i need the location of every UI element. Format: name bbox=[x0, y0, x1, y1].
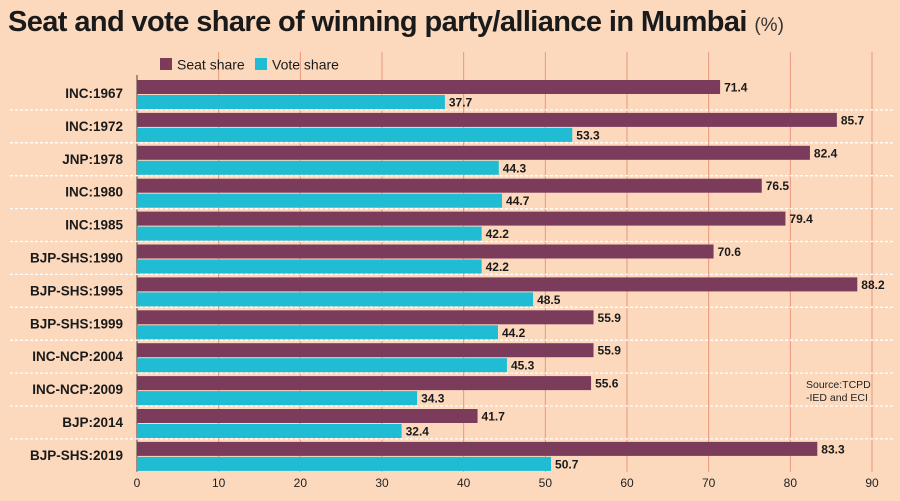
seat-share-bar bbox=[137, 409, 478, 423]
seat-share-value-label: 55.9 bbox=[598, 311, 622, 325]
vote-share-bar bbox=[137, 456, 552, 471]
legend-swatch-vote-share bbox=[255, 58, 267, 70]
vote-share-bar bbox=[137, 391, 418, 406]
vote-share-value-label: 53.3 bbox=[576, 128, 600, 142]
source-note-line: Source:TCPD bbox=[806, 379, 871, 391]
x-tick-label: 80 bbox=[784, 476, 798, 490]
labels: 0 10 20 30 40 50 60 70 80 90 INC:1967 71.4 37.7 INC:1… bbox=[30, 81, 885, 490]
x-tick-label: 10 bbox=[212, 476, 226, 490]
vote-share-bar bbox=[137, 358, 507, 373]
vote-share-value-label: 32.4 bbox=[406, 425, 430, 439]
seat-share-value-label: 82.4 bbox=[814, 146, 838, 160]
category-label: INC:1972 bbox=[65, 119, 123, 134]
vote-share-value-label: 42.2 bbox=[486, 260, 510, 274]
seat-share-value-label: 88.2 bbox=[861, 278, 885, 292]
seat-share-value-label: 79.4 bbox=[789, 212, 813, 226]
vote-share-value-label: 34.3 bbox=[421, 392, 445, 406]
bars bbox=[137, 80, 858, 471]
seat-share-bar bbox=[137, 441, 818, 456]
seat-share-bar bbox=[137, 277, 858, 292]
seat-share-bar bbox=[137, 244, 714, 259]
vote-share-bar bbox=[137, 160, 499, 175]
seat-share-bar bbox=[137, 376, 592, 391]
seat-share-bar bbox=[137, 211, 786, 226]
vote-share-value-label: 45.3 bbox=[511, 359, 535, 373]
seat-share-value-label: 55.6 bbox=[595, 377, 619, 391]
chart-title: Seat and vote share of winning party/all… bbox=[8, 6, 898, 39]
seat-share-value-label: 83.3 bbox=[821, 442, 845, 456]
seat-share-value-label: 55.9 bbox=[598, 344, 622, 358]
x-tick-label: 90 bbox=[865, 476, 879, 490]
seat-share-bar bbox=[137, 178, 762, 193]
category-label: INC:1980 bbox=[65, 185, 123, 200]
x-tick-label: 20 bbox=[294, 476, 308, 490]
seat-share-value-label: 70.6 bbox=[718, 245, 742, 259]
category-label: BJP-SHS:2019 bbox=[30, 448, 123, 463]
vote-share-value-label: 48.5 bbox=[537, 293, 561, 307]
vote-share-bar bbox=[137, 292, 534, 307]
source-note-line: -IED and ECI bbox=[806, 392, 868, 404]
legend-label-seat-share: Seat share bbox=[177, 57, 245, 73]
vote-share-value-label: 37.7 bbox=[449, 96, 473, 110]
vote-share-value-label: 50.7 bbox=[555, 457, 579, 471]
vote-share-value-label: 44.3 bbox=[503, 161, 527, 175]
row-separators bbox=[10, 109, 895, 440]
x-tick-label: 0 bbox=[134, 476, 141, 490]
seat-share-value-label: 76.5 bbox=[766, 179, 790, 193]
seat-share-value-label: 41.7 bbox=[482, 410, 506, 424]
vote-share-bar bbox=[137, 226, 482, 241]
vote-share-value-label: 42.2 bbox=[486, 227, 510, 241]
seat-share-value-label: 85.7 bbox=[841, 113, 865, 127]
x-tick-label: 40 bbox=[457, 476, 471, 490]
x-tick-label: 70 bbox=[702, 476, 716, 490]
category-label: BJP:2014 bbox=[62, 415, 123, 430]
seat-share-bar bbox=[137, 145, 810, 160]
vote-share-bar bbox=[137, 193, 503, 208]
chart-title-unit: (%) bbox=[754, 15, 784, 36]
seat-share-bar bbox=[137, 112, 837, 127]
vote-share-bar bbox=[137, 127, 573, 142]
source-note: Source:TCPD-IED and ECI bbox=[806, 379, 871, 404]
vote-share-bar bbox=[137, 325, 498, 340]
seat-share-bar bbox=[137, 343, 594, 358]
category-label: INC-NCP:2004 bbox=[32, 349, 123, 364]
vote-share-bar bbox=[137, 424, 402, 438]
category-label: BJP-SHS:1995 bbox=[30, 283, 124, 298]
seat-share-bar bbox=[137, 310, 594, 325]
category-label: INC:1985 bbox=[65, 218, 123, 233]
legend-swatch-seat-share bbox=[160, 58, 172, 70]
chart-title-text: Seat and vote share of winning party/all… bbox=[8, 6, 747, 38]
x-tick-label: 50 bbox=[539, 476, 553, 490]
category-label: INC:1967 bbox=[65, 86, 123, 101]
x-tick-label: 60 bbox=[620, 476, 634, 490]
category-label: BJP-SHS:1990 bbox=[30, 251, 123, 266]
vote-share-value-label: 44.2 bbox=[502, 326, 526, 340]
legend-label-vote-share: Vote share bbox=[272, 57, 339, 73]
vote-share-bar bbox=[137, 95, 445, 109]
seat-share-value-label: 71.4 bbox=[724, 81, 748, 95]
seat-share-bar bbox=[137, 80, 721, 94]
legend: Seat share Vote share bbox=[160, 57, 339, 73]
vote-share-bar bbox=[137, 259, 482, 274]
x-tick-label: 30 bbox=[375, 476, 389, 490]
vote-share-value-label: 44.7 bbox=[506, 194, 530, 208]
category-label: BJP-SHS:1999 bbox=[30, 316, 123, 331]
category-label: JNP:1978 bbox=[62, 152, 123, 167]
category-label: INC-NCP:2009 bbox=[32, 382, 123, 397]
